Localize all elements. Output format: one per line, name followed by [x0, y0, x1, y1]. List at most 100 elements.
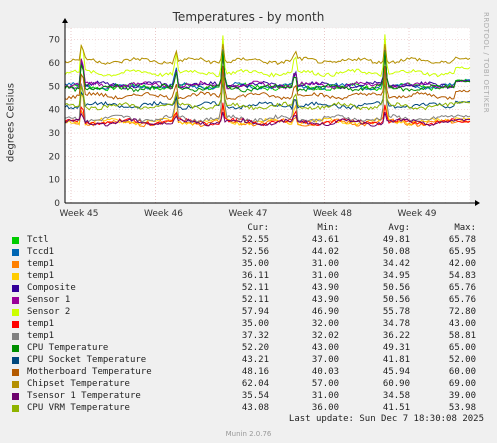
legend-series-name: temp1: [27, 319, 55, 329]
legend-row: CPU Socket Temperature 43.21 37.00 41.81 52.…: [0, 355, 497, 367]
series-line: [64, 111, 471, 127]
legend-swatch: [12, 261, 19, 268]
legend-max-value: 53.98: [448, 403, 476, 413]
legend-cur-value: 43.21: [241, 355, 269, 365]
x-tick-label: Week 45: [60, 209, 99, 219]
legend-avg-value: 50.08: [382, 247, 410, 257]
legend-swatch: [12, 297, 19, 304]
legend-avg-value: 36.22: [382, 331, 410, 341]
x-axis-arrow: [475, 200, 480, 206]
legend-swatch: [12, 345, 19, 352]
legend-avg-value: 60.90: [382, 379, 410, 389]
series-lines: [64, 34, 471, 128]
x-tick-label: Week 48: [313, 209, 352, 219]
legend-swatch: [12, 381, 19, 388]
legend-row: Sensor 2 57.94 46.90 55.78 72.80: [0, 307, 497, 319]
y-tick-label: 20: [49, 152, 61, 162]
series-line: [64, 49, 471, 90]
legend-min-value: 37.00: [311, 355, 339, 365]
legend-max-value: 60.00: [448, 367, 476, 377]
legend-swatch: [12, 285, 19, 292]
series-line: [64, 81, 471, 111]
legend-series-name: temp1: [27, 259, 55, 269]
legend-avg-value: 34.58: [382, 391, 410, 401]
legend-min-value: 44.02: [311, 247, 339, 257]
legend-swatch: [12, 249, 19, 256]
y-tick-label: 50: [49, 82, 61, 92]
legend-series-name: Tsensor 1 Temperature: [27, 391, 141, 401]
y-tick-label: 0: [54, 199, 60, 209]
series-line: [64, 51, 471, 93]
legend-series-name: Tctl: [27, 235, 49, 245]
legend-row: temp1 35.00 31.00 34.42 42.00: [0, 259, 497, 271]
legend-series-name: Motherboard Temperature: [27, 367, 152, 377]
legend-max-value: 65.95: [448, 247, 476, 257]
col-header-cur: Cur:: [247, 223, 269, 233]
legend-cur-value: 48.16: [241, 367, 269, 377]
legend-min-value: 43.90: [311, 295, 339, 305]
col-header-max: Max:: [454, 223, 476, 233]
y-tick-label: 70: [49, 36, 61, 46]
legend-row: CPU Temperature 52.20 43.00 49.31 65.00: [0, 343, 497, 355]
last-update: Last update: Sun Dec 7 18:30:08 2025: [288, 414, 484, 424]
legend-swatch: [12, 321, 19, 328]
y-tick-label: 10: [49, 176, 61, 186]
legend-cur-value: 52.56: [241, 247, 269, 257]
legend-cur-value: 57.94: [241, 307, 269, 317]
legend-min-value: 36.00: [311, 403, 339, 413]
legend-cur-value: 52.20: [241, 343, 269, 353]
legend-max-value: 65.78: [448, 235, 476, 245]
legend-max-value: 69.00: [448, 379, 476, 389]
y-axis-arrow: [62, 18, 68, 23]
legend-series-name: temp1: [27, 271, 55, 281]
legend-cur-value: 37.32: [241, 331, 269, 341]
legend-max-value: 65.00: [448, 343, 476, 353]
legend-max-value: 42.00: [448, 259, 476, 269]
munin-version: Munin 2.0.76: [225, 430, 272, 438]
legend-swatch: [12, 393, 19, 400]
legend-series-name: CPU Temperature: [27, 343, 109, 353]
legend-avg-value: 49.81: [382, 235, 410, 245]
legend-avg-value: 45.94: [382, 367, 410, 377]
legend-series-name: Sensor 2: [27, 307, 71, 317]
legend-series-name: Sensor 1: [27, 295, 71, 305]
legend-swatch: [12, 309, 19, 316]
col-header-avg: Avg:: [388, 223, 410, 233]
legend-min-value: 31.00: [311, 259, 339, 269]
y-tick-labels: 0 10 20 30 40 50 60 70: [49, 36, 61, 209]
legend-avg-value: 49.31: [382, 343, 410, 353]
legend-max-value: 43.00: [448, 319, 476, 329]
plot-background: [65, 28, 470, 203]
legend-swatch: [12, 369, 19, 376]
legend-min-value: 46.90: [311, 307, 339, 317]
legend-series-name: Chipset Temperature: [27, 379, 130, 389]
legend-series-name: CPU Socket Temperature: [27, 355, 147, 365]
legend-avg-value: 34.95: [382, 271, 410, 281]
legend-avg-value: 55.78: [382, 307, 410, 317]
legend-row: Tccd1 52.56 44.02 50.08 65.95: [0, 247, 497, 259]
legend-row: Sensor 1 52.11 43.90 50.56 65.76: [0, 295, 497, 307]
legend-cur-value: 35.00: [241, 319, 269, 329]
legend-max-value: 72.80: [448, 307, 476, 317]
legend-min-value: 31.00: [311, 391, 339, 401]
legend-series-name: Tccd1: [27, 247, 55, 257]
legend-row: Chipset Temperature 62.04 57.00 60.90 69.00: [0, 379, 497, 391]
legend-max-value: 58.81: [448, 331, 476, 341]
legend-row: temp1 37.32 32.02 36.22 58.81: [0, 331, 497, 343]
legend-cur-value: 35.00: [241, 259, 269, 269]
legend-swatch: [12, 333, 19, 340]
x-tick-labels: Week 45 Week 46 Week 47 Week 48 Week 49: [60, 209, 437, 219]
legend-swatch: [12, 357, 19, 364]
legend-cur-value: 52.11: [241, 283, 269, 293]
legend-min-value: 43.90: [311, 283, 339, 293]
legend-series-name: Composite: [27, 283, 76, 293]
series-line: [64, 65, 471, 101]
legend-avg-value: 50.56: [382, 295, 410, 305]
legend-cur-value: 52.11: [241, 295, 269, 305]
legend-avg-value: 34.42: [382, 259, 410, 269]
legend-max-value: 65.76: [448, 295, 476, 305]
legend-cur-value: 62.04: [241, 379, 269, 389]
legend-swatch: [12, 273, 19, 280]
axes: [62, 18, 480, 206]
